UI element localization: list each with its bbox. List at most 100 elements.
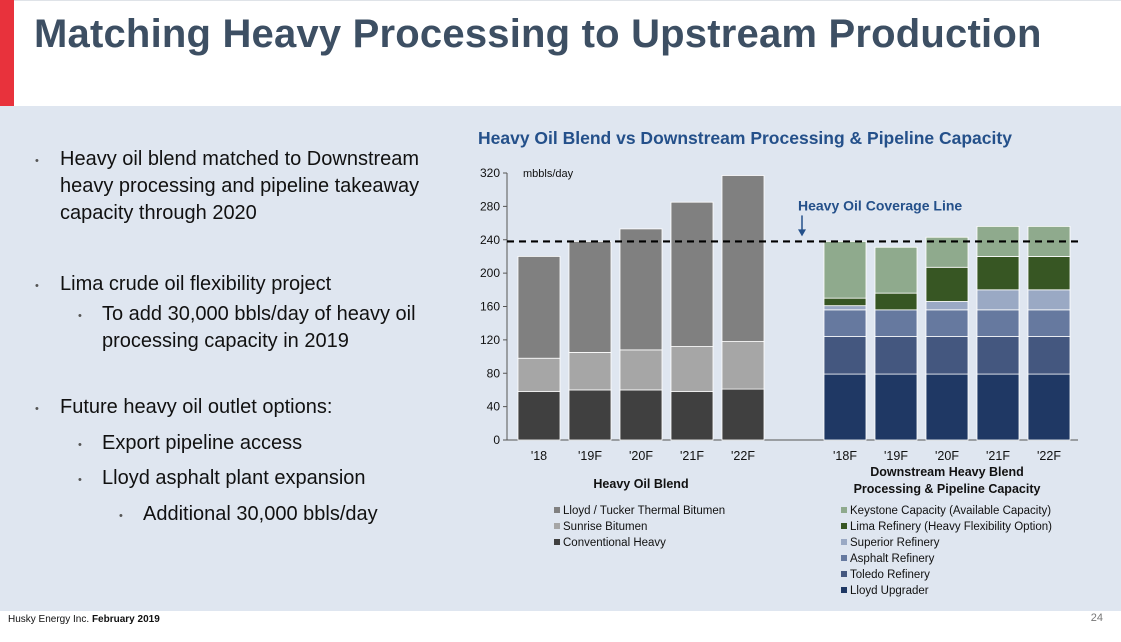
accent-bar [0,0,14,106]
bar-segment [1027,256,1071,291]
x-tick-label: '20F [629,449,653,463]
bullet-text: Future heavy oil outlet options: [60,394,332,421]
arrow-down-icon [798,229,806,237]
bar-segment [925,373,969,441]
x-tick-label: '19F [884,449,908,463]
bar-segment [721,341,765,390]
bullet-text: Additional 30,000 bbls/day [143,501,378,528]
group-title: Downstream Heavy Blend [870,465,1024,479]
bar-segment [1027,373,1071,441]
legend-swatch [554,523,560,529]
bar-segment [823,297,867,307]
bar-segment [823,241,867,299]
bullet-line: Heavy oil blend matched to Downstream [60,148,420,170]
slide-title: Matching Heavy Processing to Upstream Pr… [34,12,1042,56]
bar-segment [670,346,714,393]
bar-segment [517,391,561,441]
legend-label: Lloyd Upgrader [850,585,929,597]
legend-swatch [841,555,847,561]
legend-swatch [554,507,560,513]
bullet-line: Lloyd asphalt plant expansion [102,467,366,489]
x-tick-label: '19F [578,449,602,463]
y-tick-label: 280 [480,199,500,213]
x-tick-label: '21F [986,449,1010,463]
x-tick-label: '18 [531,449,547,463]
bullet-text: Lloyd asphalt plant expansion [102,465,366,492]
y-tick-label: 320 [480,166,500,180]
bar-segment [925,266,969,302]
bar-segment [1027,289,1071,311]
x-tick-label: '22F [731,449,755,463]
bar-segment [721,388,765,441]
chart-title: Heavy Oil Blend vs Downstream Processing… [478,128,1012,148]
bullet-marker: • [78,474,82,486]
coverage-line-label: Heavy Oil Coverage Line [798,197,962,213]
legend-label: Keystone Capacity (Available Capacity) [850,505,1051,517]
y-tick-label: 240 [480,233,500,247]
bar-segment [517,357,561,393]
group-title: Processing & Pipeline Capacity [854,482,1041,496]
bullet-line: To add 30,000 bbls/day of heavy oil [102,303,416,325]
footer-date: February 2019 [91,614,160,625]
bullet-list: • Heavy oil blend matched to Downstream he… [0,106,470,611]
bar-segment [1027,309,1071,337]
bullet-line: Lima crude oil flexibility project [60,273,332,295]
x-tick-label: '22F [1037,449,1061,463]
bar-segment [823,309,867,337]
bar-segment [874,373,918,441]
bar-segment [976,373,1020,441]
group-title: Heavy Oil Blend [593,477,688,491]
legend-swatch [841,587,847,593]
bullet-line: Additional 30,000 bbls/day [143,503,378,525]
stacked-bar-chart: 0 40 80 120 160 200 240 280 320 mbbls/day '18 '19F '… [480,166,1078,597]
bar-segment [568,241,612,353]
bar-segment [976,336,1020,375]
bullet-line: processing capacity in 2019 [102,330,349,352]
bar-segment [874,336,918,375]
bar-segment [823,373,867,441]
legend-label: Sunrise Bitumen [563,521,647,533]
top-rule [14,0,1121,1]
legend-label: Superior Refinery [850,537,940,549]
bullet-line: capacity through 2020 [60,202,257,224]
bullet-text: Heavy oil blend matched to Downstream hea… [60,146,419,227]
bullet-text: To add 30,000 bbls/day of heavy oil proce… [102,301,416,355]
legend-label: Lloyd / Tucker Thermal Bitumen [563,505,725,517]
bar-segment [874,246,918,294]
x-tick-label: '21F [680,449,704,463]
bar-segment [925,309,969,337]
bar-segment [670,391,714,441]
legend-swatch [841,523,847,529]
legend-label: Lima Refinery (Heavy Flexibility Option) [850,521,1052,533]
bullet-marker: • [35,403,39,415]
legend-swatch [554,539,560,545]
bar-segment [874,309,918,337]
y-tick-label: 40 [487,400,501,414]
bar-segment [823,336,867,375]
bar-segment [976,289,1020,311]
bullet-line: heavy processing and pipeline takeaway [60,175,420,197]
bar-segment [823,305,867,311]
legend-swatch [841,539,847,545]
legend-label: Toledo Refinery [850,569,930,581]
bar-segment [925,336,969,375]
bar-segment [976,309,1020,337]
y-tick-label: 80 [487,366,501,380]
bullet-text: Lima crude oil flexibility project [60,271,331,298]
bar-segment [874,292,918,311]
y-tick-label: 120 [480,333,500,347]
bullet-marker: • [78,439,82,451]
x-tick-label: '20F [935,449,959,463]
bar-segment [670,201,714,347]
bullet-text: Export pipeline access [102,430,302,457]
bar-segment [517,256,561,359]
legend-swatch [841,507,847,513]
bar-segment [619,389,663,441]
bullet-marker: • [35,280,39,292]
bullet-marker: • [78,310,82,322]
bullet-marker: • [35,155,39,167]
bar-segment [619,228,663,351]
footer-company: Husky Energy Inc. [8,614,90,625]
y-tick-label: 160 [480,300,500,314]
y-tick-label: 200 [480,266,500,280]
